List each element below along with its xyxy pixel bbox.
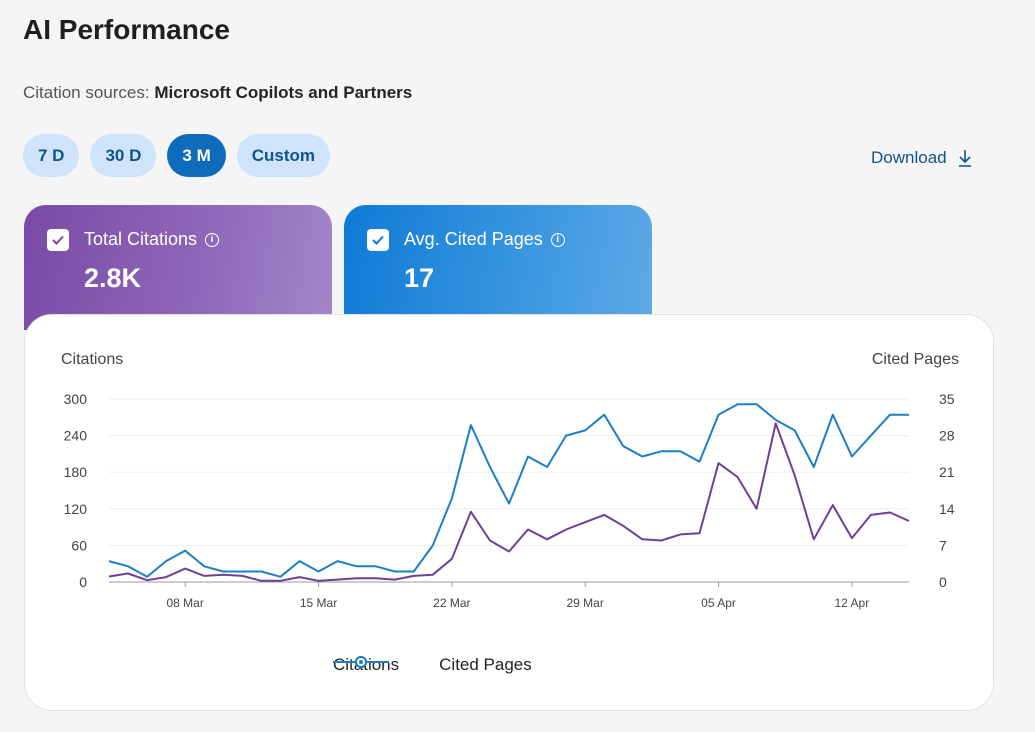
y-left-tick-label: 120 — [64, 501, 88, 517]
avg-cited-pages-label-wrap: Avg. Cited Pages i — [404, 229, 565, 250]
checkmark-icon — [372, 235, 384, 245]
legend-cited-pages-label: Cited Pages — [439, 655, 532, 674]
info-icon[interactable]: i — [205, 232, 220, 247]
x-tick-label: 15 Mar — [300, 596, 337, 610]
x-tick-label: 05 Apr — [701, 596, 736, 610]
period-30d-button[interactable]: 30 D — [90, 134, 157, 177]
download-label: Download — [871, 148, 947, 167]
period-custom-button[interactable]: Custom — [236, 134, 331, 177]
y-right-axis-title: Cited Pages — [872, 351, 959, 368]
period-7d-button[interactable]: 7 D — [23, 134, 80, 177]
y-left-tick-label: 180 — [64, 464, 88, 480]
citation-sources-label: Citation sources: — [23, 83, 150, 102]
citations-chart: Citations Cited Pages 300 35 240 28 180 21 120 14… — [61, 351, 959, 610]
avg-cited-pages-card[interactable]: Avg. Cited Pages i 17 — [344, 205, 652, 330]
y-right-tick-label: 35 — [939, 391, 955, 407]
y-right-tick-label: 0 — [939, 574, 947, 590]
y-left-tick-label: 0 — [79, 574, 87, 590]
x-tick-label: 08 Mar — [167, 596, 204, 610]
period-selector: 7 D 30 D 3 M Custom — [23, 134, 331, 177]
chart-panel: Citations Cited Pages 300 35 240 28 180 21 120 14… — [24, 314, 994, 711]
total-citations-checkbox[interactable] — [47, 229, 69, 251]
y-left-tick-label: 300 — [64, 391, 88, 407]
info-icon[interactable]: i — [550, 232, 565, 247]
total-citations-value: 2.8K — [84, 263, 142, 293]
y-left-axis-title: Citations — [61, 351, 123, 368]
total-citations-label-wrap: Total Citations i — [84, 229, 220, 250]
series-citations-line[interactable] — [108, 422, 910, 582]
avg-cited-pages-value: 17 — [404, 263, 435, 293]
avg-cited-pages-checkbox[interactable] — [367, 229, 389, 251]
x-tick-label: 29 Mar — [567, 596, 604, 610]
x-tick-label: 12 Apr — [835, 596, 870, 610]
x-tick-label: 22 Mar — [433, 596, 470, 610]
download-icon — [958, 150, 971, 167]
total-citations-card[interactable]: Total Citations i 2.8K — [24, 205, 332, 330]
series-cited-pages-line[interactable] — [108, 403, 909, 578]
y-right-tick-label: 7 — [939, 537, 947, 553]
y-right-tick-label: 21 — [939, 464, 955, 480]
citation-sources: Citation sources: Microsoft Copilots and… — [23, 83, 412, 103]
legend-cited-pages-icon — [333, 656, 389, 668]
total-citations-label: Total Citations — [84, 229, 198, 249]
citation-sources-value: Microsoft Copilots and Partners — [154, 83, 413, 102]
y-right-tick-label: 14 — [939, 501, 955, 517]
download-button[interactable]: Download — [871, 148, 973, 168]
avg-cited-pages-label: Avg. Cited Pages — [404, 229, 543, 249]
page-title: AI Performance — [23, 14, 230, 45]
y-right-tick-label: 28 — [939, 428, 955, 444]
chart-legend: Citations Cited Pages — [333, 655, 532, 675]
period-3m-button[interactable]: 3 M — [167, 134, 226, 177]
checkmark-icon — [52, 235, 64, 245]
legend-item-cited-pages[interactable]: Cited Pages — [333, 655, 532, 675]
y-left-tick-label: 240 — [64, 428, 88, 444]
y-left-tick-label: 60 — [71, 537, 87, 553]
